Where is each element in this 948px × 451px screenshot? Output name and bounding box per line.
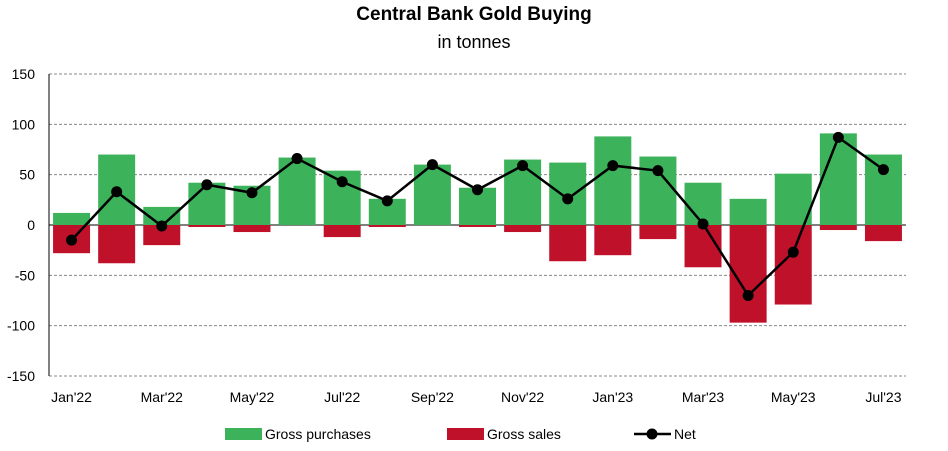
bar: [323, 225, 361, 238]
bar: [684, 225, 722, 268]
net-point: [607, 160, 619, 172]
net-point: [472, 184, 483, 196]
bar: [98, 225, 136, 264]
bar: [188, 225, 226, 228]
bar: [819, 133, 857, 225]
x-tick-label: Sep'22: [411, 389, 454, 405]
x-tick-label: Nov'22: [501, 389, 544, 405]
bar: [594, 225, 632, 256]
y-tick-label: 50: [19, 167, 35, 183]
net-point: [336, 176, 348, 188]
net-point: [877, 164, 889, 176]
legend-label: Gross purchases: [265, 426, 371, 442]
y-tick-label: -50: [15, 267, 35, 283]
legend-label: Gross sales: [487, 426, 561, 442]
bar: [864, 225, 902, 242]
x-tick-label: Jul'22: [324, 389, 360, 405]
bar: [684, 182, 722, 225]
net-point: [426, 159, 438, 171]
y-tick-label: -100: [7, 318, 35, 334]
net-point: [787, 246, 799, 258]
legend-swatch: [225, 428, 262, 440]
bar: [504, 225, 542, 233]
net-point: [381, 195, 393, 207]
legend-label: Net: [674, 426, 696, 442]
y-tick-label: 150: [12, 66, 36, 82]
net-point: [697, 218, 709, 230]
chart-title: Central Bank Gold Buying: [356, 4, 592, 25]
chart-subtitle: in tonnes: [437, 32, 511, 52]
bar: [549, 225, 587, 262]
bar: [729, 198, 767, 225]
x-tick-label: Mar'23: [682, 389, 725, 405]
y-tick-label: 0: [27, 217, 35, 233]
bar: [639, 225, 677, 240]
x-tick-label: Jul'23: [865, 389, 901, 405]
bar: [594, 136, 632, 225]
bar: [774, 173, 812, 225]
net-point: [562, 193, 574, 205]
bar: [819, 225, 857, 231]
net-point: [832, 131, 844, 143]
net-point: [246, 187, 258, 199]
bar: [143, 225, 181, 246]
bar: [53, 212, 91, 225]
net-point: [291, 153, 303, 165]
net-point: [66, 234, 78, 246]
net-point: [517, 160, 529, 172]
net-point: [742, 289, 754, 301]
bar: [233, 225, 271, 233]
x-tick-label: May'23: [771, 389, 816, 405]
bar: [368, 225, 406, 228]
legend-swatch: [447, 428, 484, 440]
net-point: [156, 220, 168, 232]
net-point: [111, 186, 123, 198]
legend-marker: [646, 428, 658, 440]
y-tick-label: -150: [7, 368, 35, 384]
x-tick-label: Jan'23: [592, 389, 633, 405]
x-tick-label: May'22: [230, 389, 275, 405]
x-tick-label: Mar'22: [141, 389, 184, 405]
net-point: [652, 165, 664, 177]
x-tick-label: Jan'22: [51, 389, 92, 405]
y-tick-label: 100: [12, 116, 36, 132]
bar: [459, 225, 496, 228]
net-point: [201, 179, 213, 191]
